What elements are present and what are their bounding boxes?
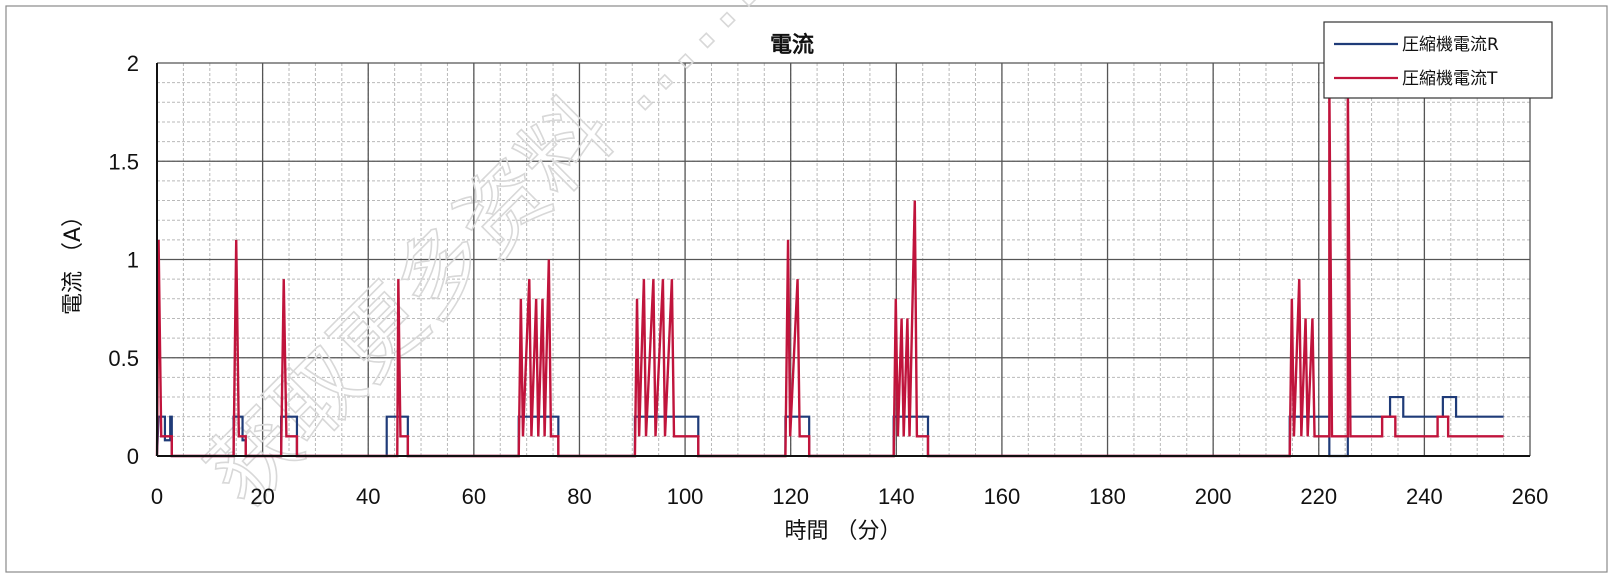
x-tick-label: 240: [1406, 484, 1443, 509]
y-tick-labels: 0 0.5 1 1.5 2: [108, 51, 139, 469]
legend-label-t: 圧縮機電流T: [1402, 69, 1498, 89]
x-tick-label: 120: [772, 484, 809, 509]
x-tick-label: 20: [250, 484, 274, 509]
y-tick-label: 1: [127, 248, 139, 273]
y-tick-label: 0: [127, 444, 139, 469]
y-tick-label: 2: [127, 51, 139, 76]
axes: [156, 63, 1530, 457]
x-tick-label: 100: [667, 484, 704, 509]
y-tick-label: 1.5: [108, 149, 139, 174]
chart-frame: [5, 5, 1608, 573]
x-tick-label: 220: [1300, 484, 1337, 509]
legend: 圧縮機電流R 圧縮機電流T: [1323, 21, 1553, 99]
y-tick-label: 0.5: [108, 346, 139, 371]
x-tick-label: 200: [1195, 484, 1232, 509]
x-tick-label: 60: [462, 484, 486, 509]
legend-box: [1323, 21, 1553, 99]
x-tick-label: 80: [567, 484, 591, 509]
x-tick-label: 0: [151, 484, 163, 509]
x-tick-label: 140: [878, 484, 915, 509]
legend-label-r: 圧縮機電流R: [1402, 35, 1499, 55]
chart-title: 電流: [770, 32, 814, 58]
y-axis-title: 電流 （A）: [61, 205, 86, 315]
x-tick-label: 40: [356, 484, 380, 509]
x-tick-labels: 0 20 40 60 80 100 120 140 160 180 200 220 240 260: [151, 484, 1548, 509]
x-axis-title: 時間 （分）: [785, 519, 902, 544]
x-tick-label: 260: [1512, 484, 1549, 509]
x-tick-label: 160: [984, 484, 1021, 509]
x-tick-label: 180: [1089, 484, 1126, 509]
